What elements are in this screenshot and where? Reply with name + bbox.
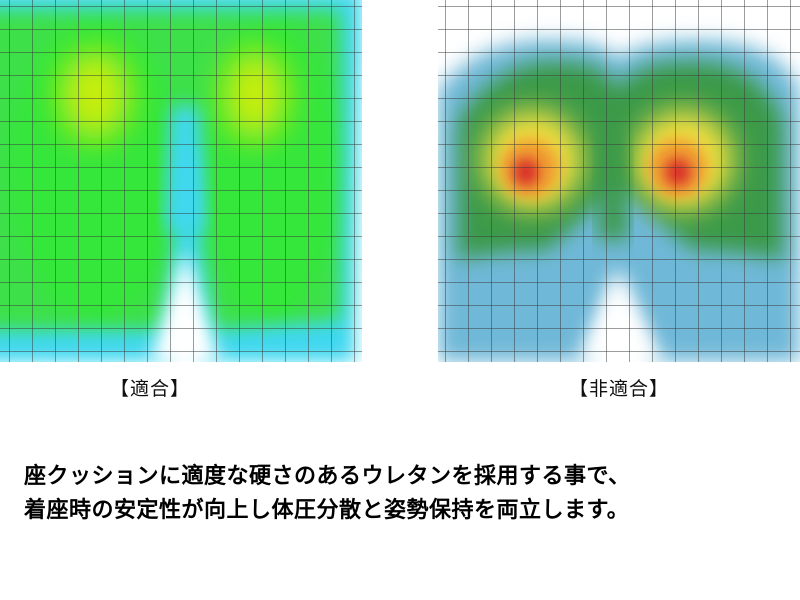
pressure-map-unsuitable	[438, 0, 800, 362]
pressure-map-suitable	[0, 0, 362, 362]
description-line-1: 座クッションに適度な硬さのあるウレタンを採用する事で、	[24, 464, 631, 489]
pressure-heatmap-suitable	[0, 0, 362, 362]
caption-suitable: 【適合】	[109, 378, 190, 400]
description-line-2: 着座時の安定性が向上し体圧分散と姿勢保持を両立します。	[24, 498, 630, 523]
pressure-heatmap-unsuitable	[438, 0, 800, 362]
caption-unsuitable: 【非適合】	[568, 378, 669, 400]
